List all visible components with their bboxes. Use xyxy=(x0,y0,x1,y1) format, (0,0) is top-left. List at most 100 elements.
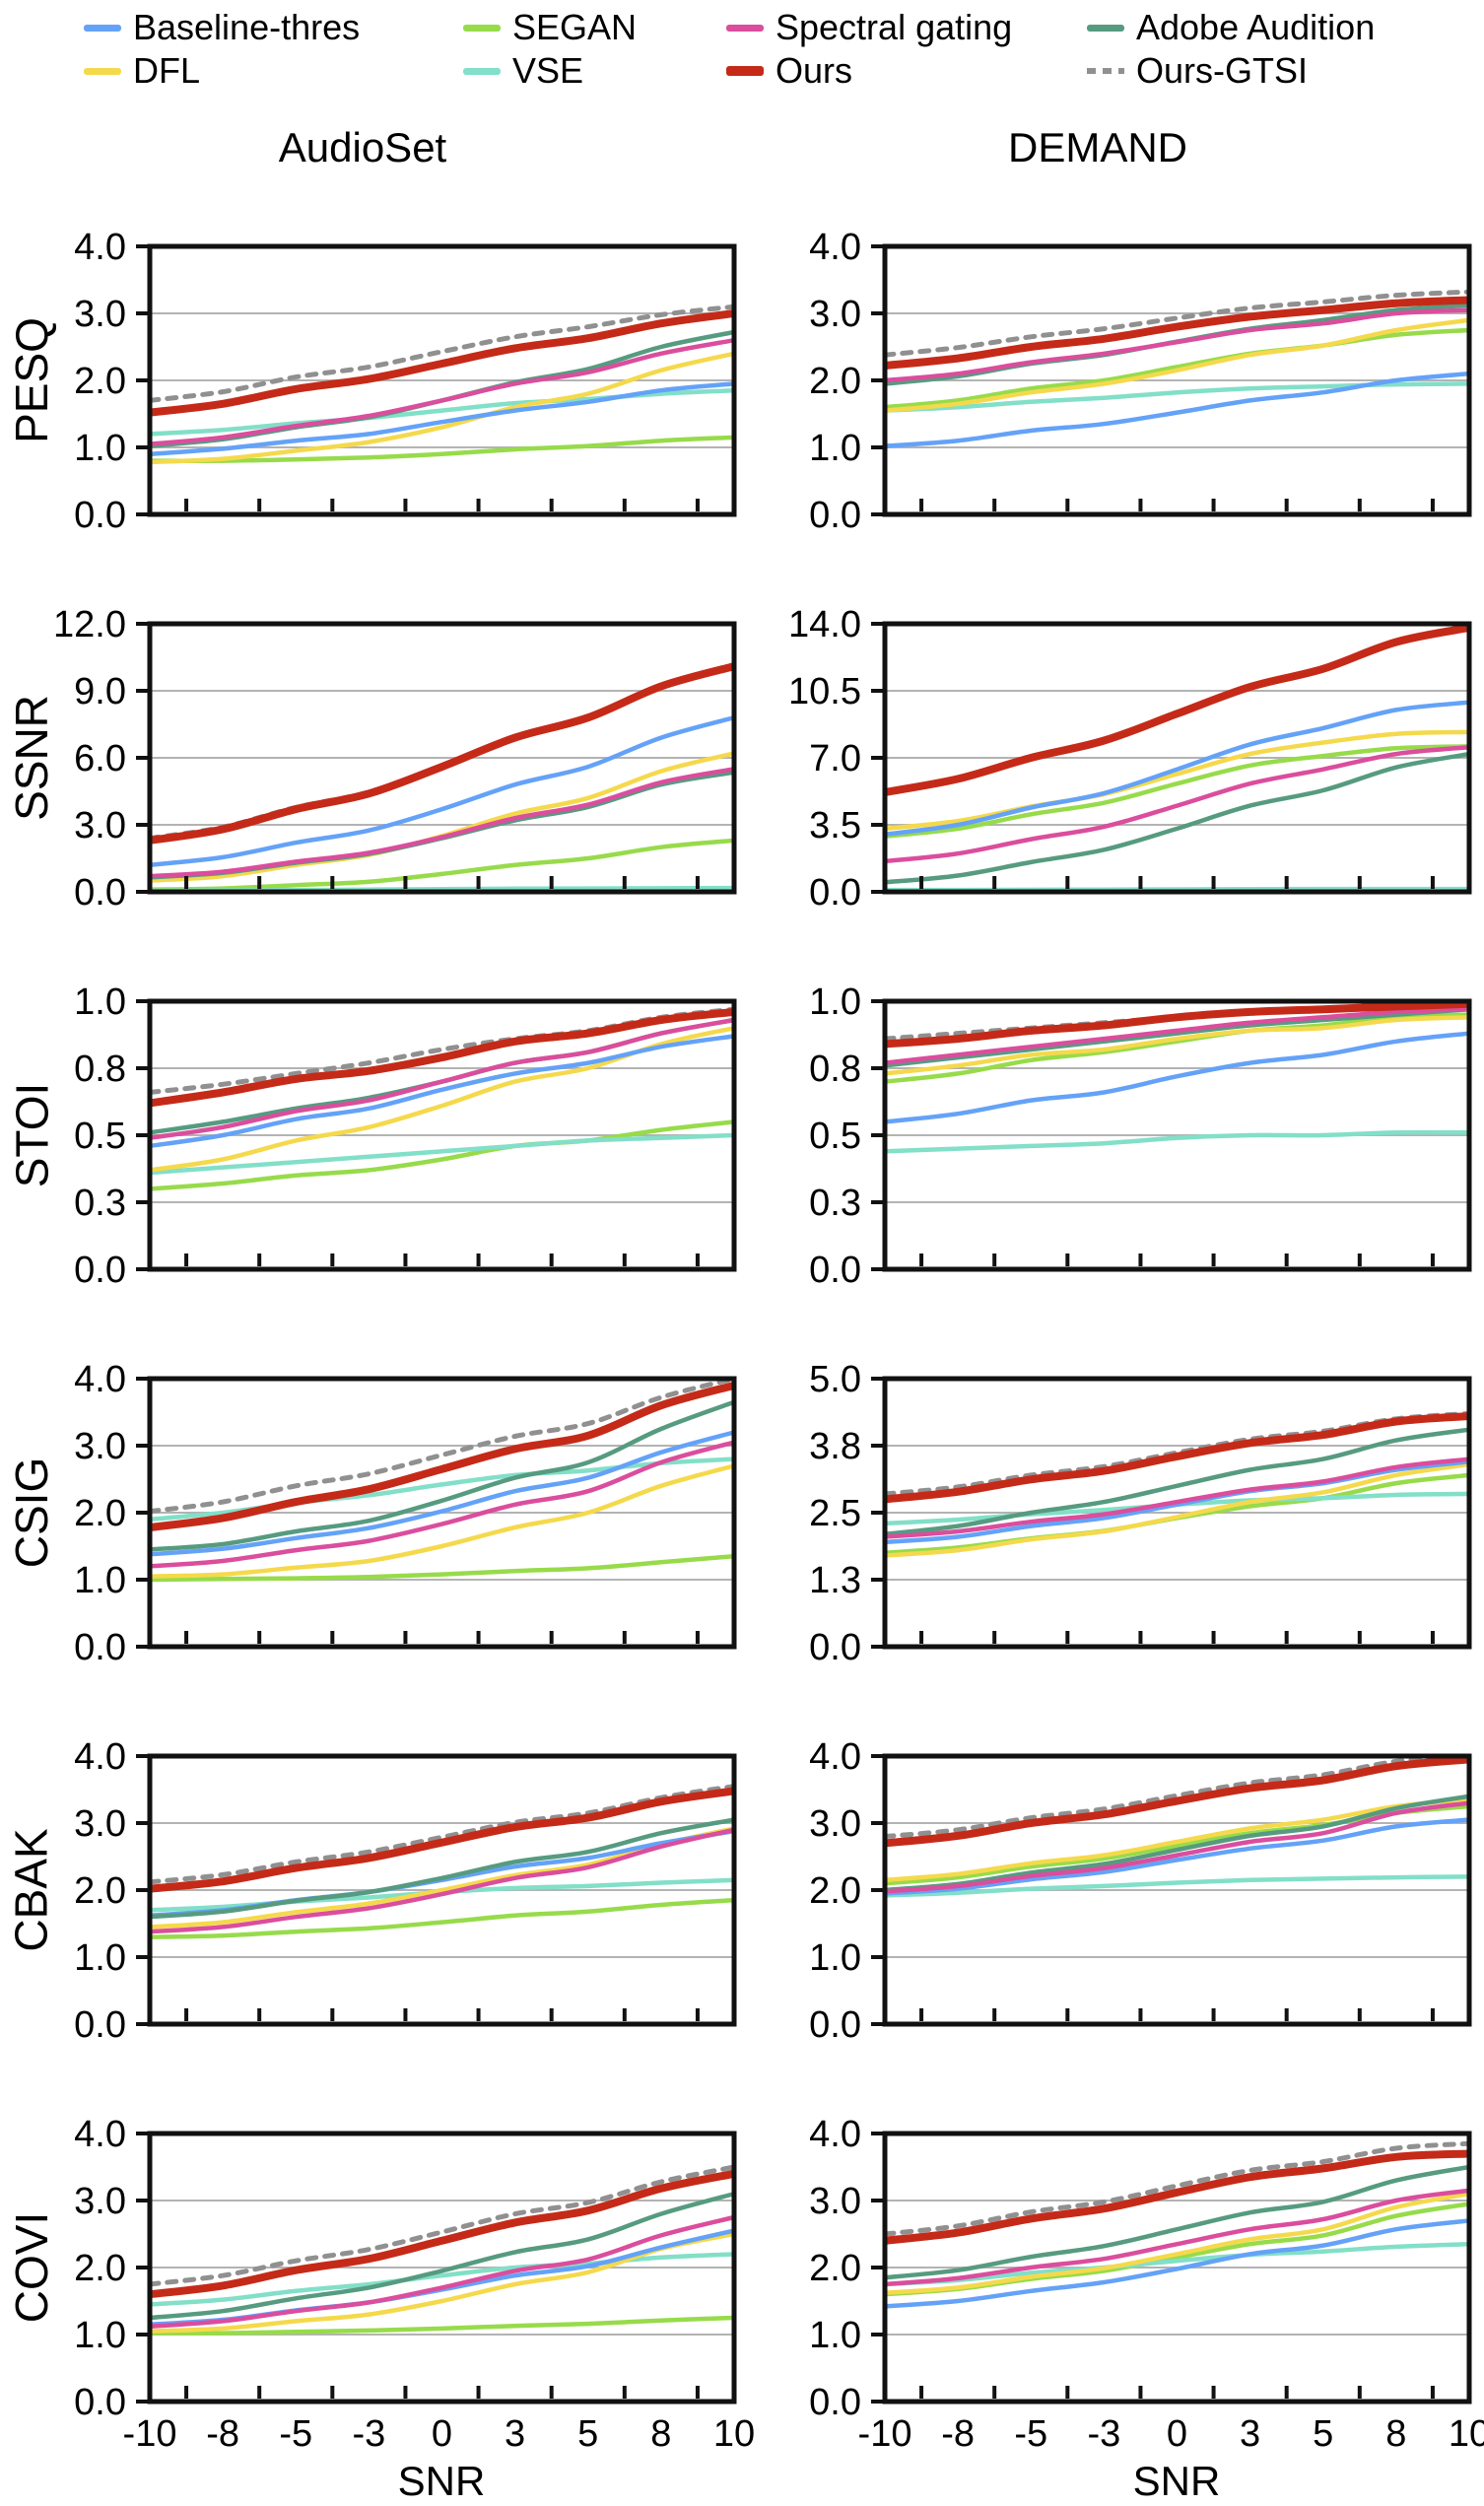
series-ours-line xyxy=(151,2169,733,2299)
y-tick-label: 0.0 xyxy=(809,872,861,914)
y-tick-label: 0.5 xyxy=(809,1116,861,1157)
series-baseline-line xyxy=(886,2218,1468,2309)
legend-label: Spectral gating xyxy=(776,7,1013,47)
series-ours-line xyxy=(886,1755,1468,1848)
series-adobe-line xyxy=(886,1427,1468,1536)
series-spectral-line xyxy=(151,338,733,446)
series-vse-line xyxy=(886,1129,1468,1154)
series-dfl-line xyxy=(886,2192,1468,2295)
chart-stoi-audioset: 0.0 0.3 0.5 0.8 1.0 xyxy=(74,982,737,1291)
chart-ssnr-demand: 0.0 3.5 7.0 10.5 14.0 xyxy=(788,604,1472,914)
y-tick-label: 2.5 xyxy=(809,1493,861,1534)
series-spectral-line xyxy=(151,767,733,879)
y-tick-label: 10.5 xyxy=(788,671,861,712)
series-adobe-line xyxy=(886,1794,1468,1893)
legend-item-baseline-thres: Baseline-thres xyxy=(84,8,360,47)
x-tick-label: -3 xyxy=(352,2413,386,2455)
y-tick-label: 0.0 xyxy=(809,1250,861,1291)
x-axis-title-left: SNR xyxy=(397,2458,486,2504)
series-baseline-line xyxy=(151,1034,733,1149)
series-segan-line xyxy=(886,327,1468,410)
y-tick-label: 1.0 xyxy=(74,2315,126,2356)
y-tick-label: 2.0 xyxy=(74,361,126,402)
plot-frame xyxy=(147,2131,737,2404)
plot-frame xyxy=(882,1376,1472,1650)
series-segan-line xyxy=(151,838,733,892)
y-tick-label: 5.0 xyxy=(809,1359,861,1400)
series-spectral-line xyxy=(886,2188,1468,2287)
ours-gtsi-swatch-icon xyxy=(1087,68,1124,74)
plot-frame xyxy=(882,243,1472,517)
y-tick-label: 7.0 xyxy=(809,738,861,779)
legend-item-dfl: DFL xyxy=(84,51,200,91)
series-gtsi-line xyxy=(886,289,1468,358)
y-tick-label: 0.0 xyxy=(74,1250,126,1291)
legend-item-vse: VSE xyxy=(463,51,583,91)
series-ours-line xyxy=(151,1787,733,1893)
series-baseline-line xyxy=(886,1459,1468,1545)
series-segan-line xyxy=(151,435,733,463)
y-tick-label: 0.0 xyxy=(74,495,126,536)
plot-frame xyxy=(882,2131,1472,2404)
y-tick-label: 2.0 xyxy=(74,1493,126,1534)
series-spectral-line xyxy=(151,2214,733,2329)
baseline-thres-swatch-icon xyxy=(84,24,121,32)
series-gtsi-line xyxy=(886,625,1468,794)
x-tick-label: 3 xyxy=(1240,2413,1261,2455)
series-baseline-line xyxy=(886,1817,1468,1896)
x-tick-label: -5 xyxy=(279,2413,313,2455)
y-tick-label: 3.0 xyxy=(809,2181,861,2222)
series-dfl-line xyxy=(886,317,1468,413)
legend-item-ours: Ours xyxy=(726,51,852,91)
series-adobe-line xyxy=(151,1399,733,1552)
series-adobe-line xyxy=(886,2164,1468,2280)
y-tick-label: 1.0 xyxy=(74,428,126,469)
y-tick-label: 3.0 xyxy=(809,294,861,335)
series-dfl-line xyxy=(886,1015,1468,1076)
series-ours-line xyxy=(886,2149,1468,2245)
y-tick-label: 0.3 xyxy=(74,1183,126,1224)
y-tick-label: 0.0 xyxy=(74,2382,126,2423)
chart-pesq-audioset: 0.0 1.0 2.0 3.0 4.0 xyxy=(74,227,737,536)
series-gtsi-line xyxy=(886,1753,1468,1840)
plot-frame xyxy=(882,1753,1472,2027)
series-vse-line xyxy=(886,1874,1468,1898)
series-ours-line xyxy=(151,1007,733,1108)
y-tick-label: 1.0 xyxy=(809,428,861,469)
y-tick-label: 4.0 xyxy=(74,1736,126,1778)
plot-frame xyxy=(147,998,737,1272)
y-tick-label: 3.0 xyxy=(74,1426,126,1467)
series-baseline-line xyxy=(886,700,1468,837)
series-ours-line xyxy=(886,999,1468,1049)
y-tick-label: 4.0 xyxy=(74,1359,126,1400)
y-tick-label: 3.0 xyxy=(74,2181,126,2222)
series-segan-line xyxy=(151,1119,733,1191)
series-adobe-line xyxy=(151,2192,733,2321)
spectral-gating-swatch-icon xyxy=(726,24,764,32)
plot-frame xyxy=(882,998,1472,1272)
series-spectral-line xyxy=(886,745,1468,864)
x-tick-label: -10 xyxy=(857,2413,912,2455)
series-dfl-line xyxy=(151,1463,733,1579)
y-tick-label: 2.0 xyxy=(809,361,861,402)
x-tick-label: 8 xyxy=(1385,2413,1407,2455)
plot-frame xyxy=(147,1376,737,1650)
series-baseline-line xyxy=(151,381,733,456)
y-tick-label: 3.5 xyxy=(809,805,861,847)
series-ours-line xyxy=(886,1412,1468,1504)
y-tick-label: 0.0 xyxy=(74,2004,126,2046)
series-adobe-line xyxy=(886,751,1468,885)
legend-label: Ours xyxy=(776,50,853,91)
series-dfl-line xyxy=(151,2231,733,2334)
y-tick-label: 0.8 xyxy=(74,1049,126,1090)
x-axis-title-right: SNR xyxy=(1132,2458,1221,2504)
x-tick-label: 10 xyxy=(1448,2413,1484,2455)
series-vse-line xyxy=(886,2241,1468,2287)
x-tick-label: 0 xyxy=(431,2413,453,2455)
series-spectral-line xyxy=(886,1456,1468,1539)
x-tick-label: 3 xyxy=(505,2413,526,2455)
y-tick-label: 1.0 xyxy=(809,2315,861,2356)
series-segan-line xyxy=(151,1898,733,1939)
chart-pesq-demand: 0.0 1.0 2.0 3.0 4.0 xyxy=(809,227,1472,536)
legend-item-ours-gtsi: Ours-GTSI xyxy=(1087,51,1308,91)
